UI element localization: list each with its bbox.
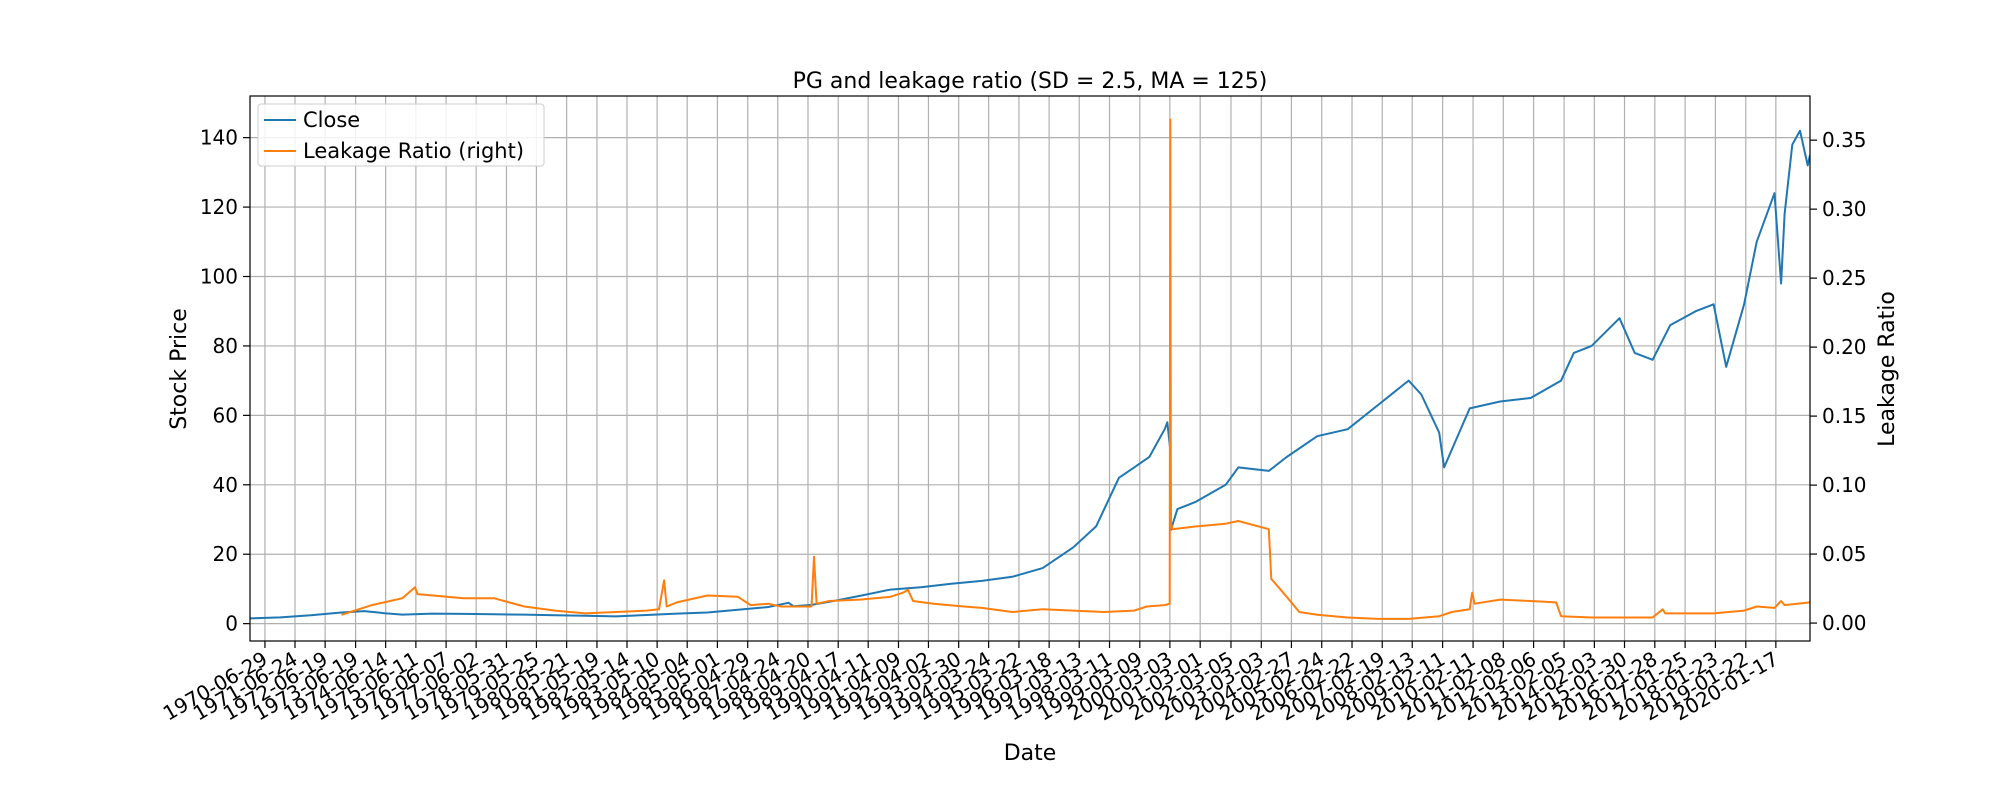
y2-tick-label: 0.15 [1822,404,1867,428]
chart-title: PG and leakage ratio (SD = 2.5, MA = 125… [793,69,1268,94]
y2-tick-label: 0.05 [1822,542,1867,566]
right-axis-ticks: 0.00 0.05 0.10 0.15 0.20 0.25 0.30 0.35 [1810,128,1867,635]
legend-label-leakage-ratio: Leakage Ratio (right) [303,139,524,163]
series-line-leakage-ratio [341,118,1810,620]
y2-tick-label: 0.00 [1822,611,1867,635]
y2-tick-label: 0.25 [1822,266,1867,290]
y-tick-label: 120 [200,195,238,219]
y-tick-label: 100 [200,265,238,289]
y-tick-label: 80 [213,334,238,358]
y-tick-label: 60 [213,403,238,427]
legend-box [257,103,545,167]
legend: Close Leakage Ratio (right) [257,103,545,167]
legend-label-close: Close [303,108,360,132]
y-tick-label: 40 [213,473,238,497]
y2-tick-label: 0.30 [1822,197,1867,221]
y2-tick-label: 0.20 [1822,335,1867,359]
y2-tick-label: 0.10 [1822,473,1867,497]
grid-lines [250,96,1810,641]
y-tick-label: 20 [213,542,238,566]
series-line-close [250,129,1810,620]
y-tick-label: 140 [200,126,238,150]
x-axis-ticks: 1970-06-291971-06-241972-06-191973-06-19… [159,641,1782,725]
left-axis-ticks: 0 20 40 60 80 100 120 140 [200,126,250,636]
y2-tick-label: 0.35 [1822,128,1867,152]
x-axis-label: Date [1004,741,1057,766]
plot-frame [249,95,1811,642]
y-tick-label: 0 [225,612,238,636]
y2-axis-label: Leakage Ratio [1875,291,1900,447]
plot-series [250,118,1810,620]
y-axis-label: Stock Price [167,308,192,430]
